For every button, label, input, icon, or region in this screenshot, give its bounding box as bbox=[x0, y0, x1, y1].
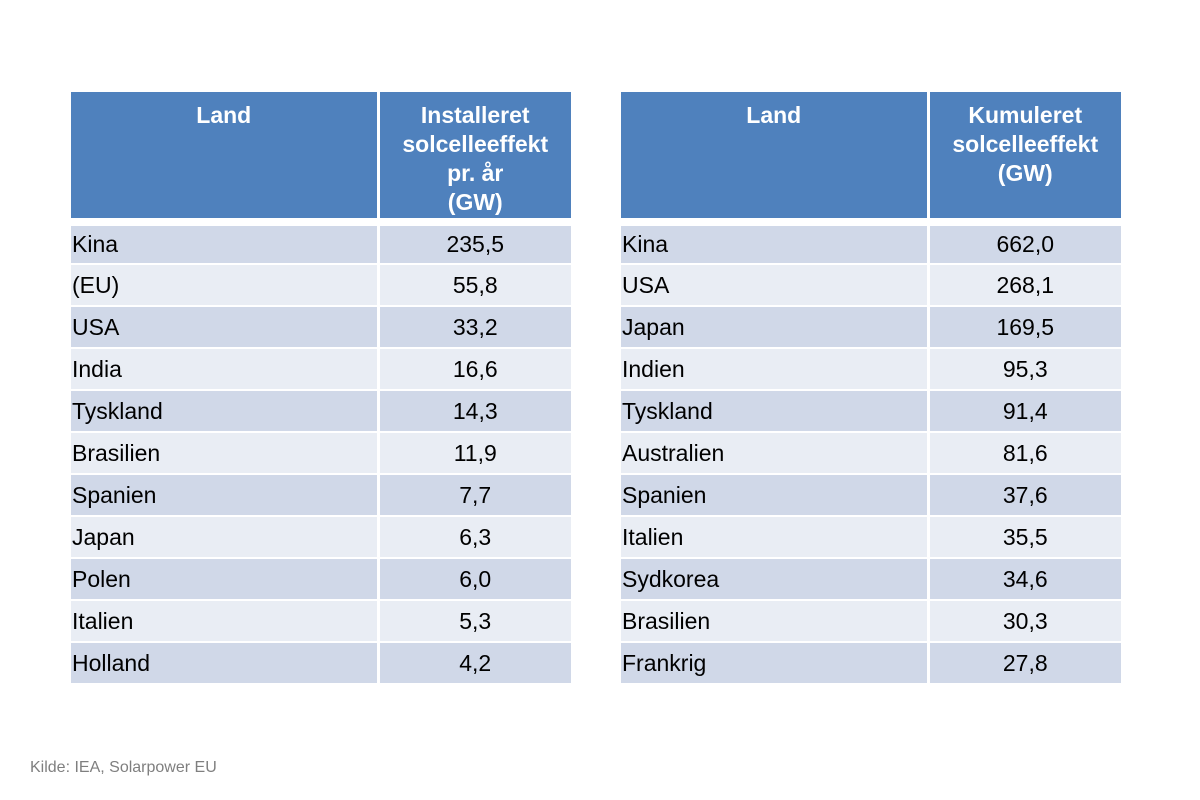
table-row: Italien 35,5 bbox=[621, 516, 1121, 559]
header-text-line: Land bbox=[196, 102, 252, 128]
value-cell: 4,2 bbox=[378, 642, 571, 685]
value-cell: 6,3 bbox=[378, 516, 571, 559]
value-cell: 35,5 bbox=[928, 516, 1121, 559]
table-row: Tyskland 14,3 bbox=[71, 390, 571, 433]
column-header-value: Installeret solcelleeffekt pr. år (GW) bbox=[378, 92, 571, 226]
country-cell: Japan bbox=[71, 516, 380, 559]
country-cell: Indien bbox=[621, 348, 930, 391]
column-header-value: Kumuleret solcelleeffekt (GW) bbox=[928, 92, 1121, 226]
value-cell: 27,8 bbox=[928, 642, 1121, 685]
column-header-land: Land bbox=[71, 92, 380, 226]
header-row: Land Kumuleret solcelleeffekt (GW) bbox=[621, 92, 1121, 226]
value-cell: 34,6 bbox=[928, 558, 1121, 601]
country-cell: USA bbox=[71, 306, 380, 349]
country-cell: Tyskland bbox=[621, 390, 930, 433]
table-row: Kina 235,5 bbox=[71, 222, 571, 265]
country-cell: Sydkorea bbox=[621, 558, 930, 601]
table-row: Australien 81,6 bbox=[621, 432, 1121, 475]
table-row: USA 268,1 bbox=[621, 264, 1121, 307]
value-cell: 81,6 bbox=[928, 432, 1121, 475]
table-row: Brasilien 30,3 bbox=[621, 600, 1121, 643]
table-row: Sydkorea 34,6 bbox=[621, 558, 1121, 601]
header-text-line: solcelleeffekt bbox=[952, 131, 1099, 157]
country-cell: (EU) bbox=[71, 264, 380, 307]
table-row: USA 33,2 bbox=[71, 306, 571, 349]
country-cell: Frankrig bbox=[621, 642, 930, 685]
value-cell: 11,9 bbox=[378, 432, 571, 475]
header-text-line: (GW) bbox=[997, 160, 1053, 186]
table-row: Italien 5,3 bbox=[71, 600, 571, 643]
value-cell: 37,6 bbox=[928, 474, 1121, 517]
country-cell: Italien bbox=[71, 600, 380, 643]
country-cell: Australien bbox=[621, 432, 930, 475]
value-cell: 5,3 bbox=[378, 600, 571, 643]
column-header-land: Land bbox=[621, 92, 930, 226]
cumulative-capacity-table: Land Kumuleret solcelleeffekt (GW) Kina 662,… bbox=[621, 92, 1121, 685]
value-cell: 14,3 bbox=[378, 390, 571, 433]
value-cell: 662,0 bbox=[928, 222, 1121, 265]
country-cell: Spanien bbox=[71, 474, 380, 517]
value-cell: 91,4 bbox=[928, 390, 1121, 433]
table-row: (EU) 55,8 bbox=[71, 264, 571, 307]
table-row: Japan 169,5 bbox=[621, 306, 1121, 349]
country-cell: Japan bbox=[621, 306, 930, 349]
value-cell: 33,2 bbox=[378, 306, 571, 349]
header-text-line: pr. år bbox=[447, 160, 504, 186]
table-row: Spanien 7,7 bbox=[71, 474, 571, 517]
header-row: Land Installeret solcelleeffekt pr. år (GW) bbox=[71, 92, 571, 226]
installed-capacity-table: Land Installeret solcelleeffekt pr. år (GW) … bbox=[71, 92, 571, 685]
table-row: Polen 6,0 bbox=[71, 558, 571, 601]
country-cell: Brasilien bbox=[71, 432, 380, 475]
country-cell: Kina bbox=[621, 222, 930, 265]
value-cell: 169,5 bbox=[928, 306, 1121, 349]
header-text-line: (GW) bbox=[447, 189, 503, 215]
header-text-line: Installeret bbox=[420, 102, 530, 128]
country-cell: Kina bbox=[71, 222, 380, 265]
country-cell: Polen bbox=[71, 558, 380, 601]
country-cell: Spanien bbox=[621, 474, 930, 517]
country-cell: Tyskland bbox=[71, 390, 380, 433]
header-text-line: Kumuleret bbox=[968, 102, 1083, 128]
value-cell: 95,3 bbox=[928, 348, 1121, 391]
value-cell: 7,7 bbox=[378, 474, 571, 517]
table-row: Japan 6,3 bbox=[71, 516, 571, 559]
header-text-line: Land bbox=[746, 102, 802, 128]
country-cell: USA bbox=[621, 264, 930, 307]
table-row: Kina 662,0 bbox=[621, 222, 1121, 265]
value-cell: 268,1 bbox=[928, 264, 1121, 307]
country-cell: India bbox=[71, 348, 380, 391]
value-cell: 6,0 bbox=[378, 558, 571, 601]
value-cell: 30,3 bbox=[928, 600, 1121, 643]
value-cell: 235,5 bbox=[378, 222, 571, 265]
table-row: Indien 95,3 bbox=[621, 348, 1121, 391]
country-cell: Italien bbox=[621, 516, 930, 559]
table-row: India 16,6 bbox=[71, 348, 571, 391]
source-note: Kilde: IEA, Solarpower EU bbox=[30, 759, 217, 776]
table-row: Tyskland 91,4 bbox=[621, 390, 1121, 433]
table-row: Frankrig 27,8 bbox=[621, 642, 1121, 685]
table-row: Spanien 37,6 bbox=[621, 474, 1121, 517]
table-row: Brasilien 11,9 bbox=[71, 432, 571, 475]
table-row: Holland 4,2 bbox=[71, 642, 571, 685]
value-cell: 16,6 bbox=[378, 348, 571, 391]
country-cell: Holland bbox=[71, 642, 380, 685]
header-text-line: solcelleeffekt bbox=[402, 131, 549, 157]
value-cell: 55,8 bbox=[378, 264, 571, 307]
country-cell: Brasilien bbox=[621, 600, 930, 643]
